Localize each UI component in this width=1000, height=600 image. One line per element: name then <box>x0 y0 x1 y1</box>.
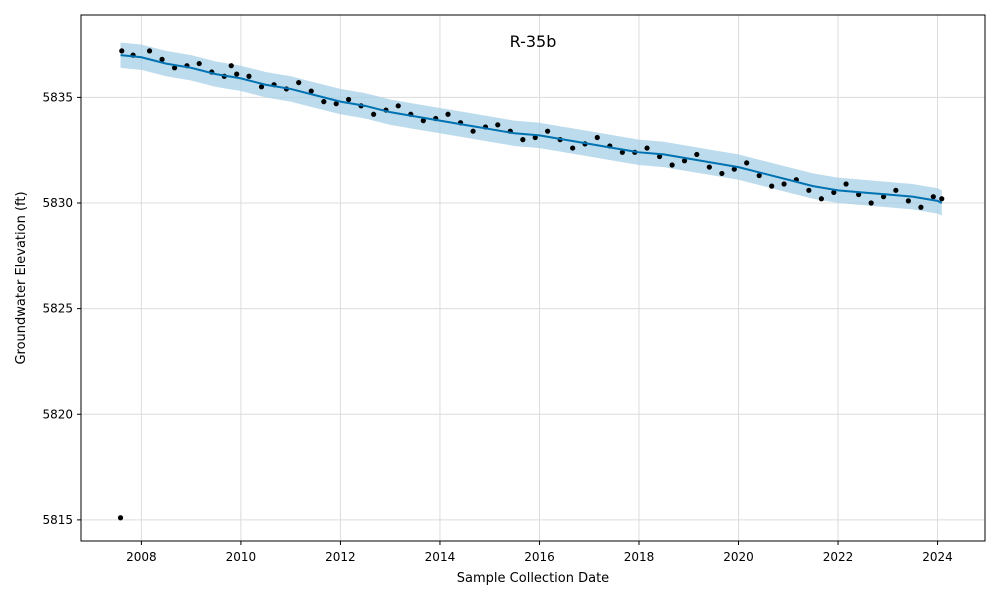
observation-point <box>818 196 824 202</box>
observation-point <box>806 187 812 193</box>
observation-point <box>706 164 712 170</box>
uncertainty-band <box>120 42 942 216</box>
y-tick-label: 5825 <box>42 302 73 316</box>
observation-point <box>939 196 945 202</box>
x-tick-label: 2024 <box>922 550 953 564</box>
x-tick-label: 2010 <box>226 550 257 564</box>
observation-point <box>719 170 725 177</box>
observation-point <box>756 172 762 179</box>
observation-point <box>545 128 551 134</box>
observation-point <box>893 187 899 193</box>
plot-frame <box>80 14 986 542</box>
x-tick-label: 2016 <box>524 550 555 564</box>
fit-line <box>120 54 943 204</box>
observation-point <box>918 204 924 210</box>
observation-point <box>117 515 124 521</box>
observation-point <box>470 128 476 134</box>
uncertainty-band-layer <box>120 42 942 216</box>
observation-point <box>781 181 787 187</box>
x-tick-label: 2008 <box>126 550 157 564</box>
observation-point <box>371 111 377 117</box>
observation-point <box>619 149 625 155</box>
observation-point <box>345 96 352 103</box>
x-tick-label: 2014 <box>425 550 456 564</box>
observation-point <box>228 63 234 69</box>
observation-point <box>868 200 874 206</box>
observation-point <box>856 191 862 198</box>
observation-point <box>644 145 650 151</box>
observation-point <box>234 71 240 77</box>
observation-point <box>333 101 339 107</box>
observation-point <box>296 79 302 86</box>
observation-point <box>570 145 576 151</box>
observation-point <box>681 158 688 164</box>
y-tick-label: 5820 <box>42 407 73 421</box>
observation-point <box>395 103 401 109</box>
ticks-layer: 2008 2010 2012 2014 2016 2018 2020 2022 2024 5815… <box>42 90 952 564</box>
observation-point <box>594 134 600 141</box>
observation-point <box>445 111 451 117</box>
x-tick-label: 2018 <box>624 550 655 564</box>
observation-point <box>196 60 202 67</box>
y-tick-label: 5835 <box>42 90 73 104</box>
observation-point <box>831 189 837 196</box>
observation-point <box>694 151 700 158</box>
observation-point <box>905 198 911 204</box>
observation-point <box>744 160 750 166</box>
observation-point <box>656 153 663 160</box>
y-tick-label: 5815 <box>42 513 73 527</box>
observation-point <box>146 48 153 54</box>
observation-point <box>930 194 936 200</box>
x-tick-label: 2012 <box>325 550 356 564</box>
observation-point <box>246 73 252 79</box>
observation-point <box>321 99 327 105</box>
observation-point <box>258 84 265 90</box>
x-tick-label: 2020 <box>723 550 754 564</box>
observation-point <box>171 65 178 71</box>
x-tick-label: 2022 <box>823 550 854 564</box>
observation-point <box>159 56 165 62</box>
chart-title: R-35b <box>510 32 557 51</box>
observation-point <box>495 122 501 128</box>
observation-point <box>532 134 538 141</box>
y-axis-label: Groundwater Elevation (ft) <box>14 191 29 364</box>
observation-point <box>420 118 426 124</box>
y-tick-label: 5830 <box>42 196 73 210</box>
observation-points-layer <box>117 48 945 521</box>
observation-point <box>843 181 849 187</box>
grid-layer <box>81 15 985 541</box>
observation-point <box>520 137 526 143</box>
observation-point <box>731 166 737 172</box>
fit-line-layer <box>120 54 943 204</box>
observation-point <box>769 183 775 189</box>
observation-point <box>669 162 675 168</box>
observation-point <box>119 48 125 54</box>
observation-point <box>308 88 314 94</box>
observation-point <box>880 194 887 200</box>
x-axis-label: Sample Collection Date <box>457 571 609 586</box>
